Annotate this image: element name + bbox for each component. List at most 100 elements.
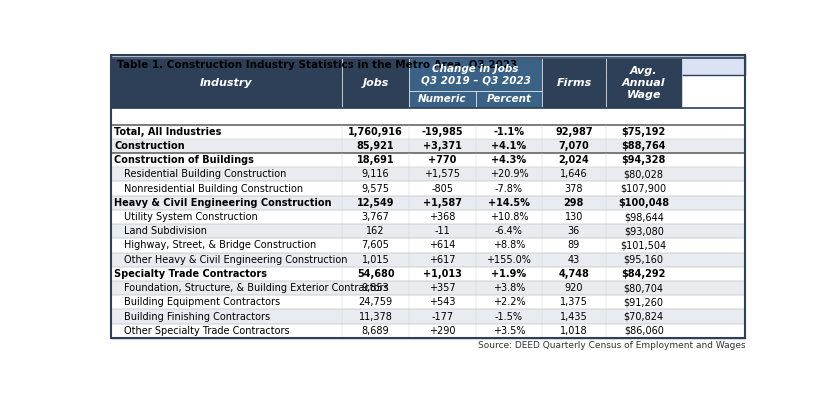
Text: $94,328: $94,328 [621, 155, 666, 165]
Text: 11,378: 11,378 [359, 312, 392, 322]
Text: +20.9%: +20.9% [489, 169, 529, 179]
Text: Avg.
Annual
Wage: Avg. Annual Wage [622, 66, 665, 100]
Text: 130: 130 [564, 212, 583, 222]
Text: Industry: Industry [200, 78, 253, 88]
Text: -6.4%: -6.4% [495, 226, 523, 236]
Text: 1,015: 1,015 [362, 255, 389, 265]
Bar [110, 54, 746, 75]
Text: 54,680: 54,680 [357, 269, 394, 279]
Text: 18,691: 18,691 [357, 155, 394, 165]
Text: Heavy & Civil Engineering Construction: Heavy & Civil Engineering Construction [114, 198, 332, 208]
Text: 1,760,916: 1,760,916 [348, 127, 403, 137]
Text: Other Heavy & Civil Engineering Construction: Other Heavy & Civil Engineering Construc… [124, 255, 347, 265]
Text: 7,605: 7,605 [362, 241, 389, 250]
Text: 89: 89 [568, 241, 580, 250]
Text: -19,985: -19,985 [422, 127, 463, 137]
Text: Construction of Buildings: Construction of Buildings [114, 155, 255, 165]
Bar [110, 167, 746, 181]
Bar [110, 238, 746, 253]
Bar [110, 253, 746, 267]
Text: -1.1%: -1.1% [493, 127, 524, 137]
Bar [110, 181, 746, 196]
Text: 9,116: 9,116 [362, 169, 389, 179]
Text: $98,644: $98,644 [624, 212, 664, 222]
Text: $75,192: $75,192 [621, 127, 665, 137]
Text: 1,375: 1,375 [560, 297, 588, 307]
Text: Building Finishing Contractors: Building Finishing Contractors [124, 312, 270, 322]
Text: 378: 378 [564, 184, 583, 193]
Text: -177: -177 [431, 312, 453, 322]
Text: +1.9%: +1.9% [491, 269, 526, 279]
Text: +3.5%: +3.5% [493, 326, 525, 336]
Text: 1,435: 1,435 [560, 312, 588, 322]
Text: $101,504: $101,504 [620, 241, 667, 250]
Text: Land Subdivision: Land Subdivision [124, 226, 207, 236]
Text: Total, All Industries: Total, All Industries [114, 127, 222, 137]
Bar [110, 153, 746, 167]
Text: -11: -11 [434, 226, 450, 236]
Bar [110, 267, 746, 281]
Text: Construction: Construction [114, 141, 185, 151]
Text: 85,921: 85,921 [357, 141, 394, 151]
Text: Percent: Percent [486, 94, 531, 104]
Text: Change in Jobs
Q3 2019 – Q3 2023: Change in Jobs Q3 2019 – Q3 2023 [421, 64, 530, 85]
Text: Foundation, Structure, & Building Exterior Contractors: Foundation, Structure, & Building Exteri… [124, 283, 388, 293]
Text: -805: -805 [431, 184, 453, 193]
Text: 12,549: 12,549 [357, 198, 394, 208]
Text: -7.8%: -7.8% [495, 184, 523, 193]
Bar [110, 310, 746, 324]
Text: $93,080: $93,080 [624, 226, 664, 236]
Text: +617: +617 [429, 255, 455, 265]
Text: +3.8%: +3.8% [493, 283, 525, 293]
Text: +290: +290 [429, 326, 455, 336]
Text: Nonresidential Building Construction: Nonresidential Building Construction [124, 184, 303, 193]
Text: 4,748: 4,748 [559, 269, 590, 279]
Bar [110, 58, 746, 108]
Bar [110, 196, 746, 210]
Bar [110, 125, 746, 139]
Text: +357: +357 [429, 283, 456, 293]
Text: +368: +368 [429, 212, 455, 222]
Text: Numeric: Numeric [418, 94, 467, 104]
Text: 8,689: 8,689 [362, 326, 389, 336]
Text: Building Equipment Contractors: Building Equipment Contractors [124, 297, 280, 307]
Text: $95,160: $95,160 [624, 255, 664, 265]
Text: $80,028: $80,028 [624, 169, 664, 179]
Text: +2.2%: +2.2% [493, 297, 525, 307]
Text: 1,646: 1,646 [560, 169, 588, 179]
Text: $70,824: $70,824 [624, 312, 664, 322]
Text: $84,292: $84,292 [621, 269, 666, 279]
Text: Highway, Street, & Bridge Construction: Highway, Street, & Bridge Construction [124, 241, 316, 250]
Bar [110, 139, 746, 153]
Text: $86,060: $86,060 [624, 326, 664, 336]
Text: Table 1. Construction Industry Statistics in the Metro Area, Q3 2023: Table 1. Construction Industry Statistic… [117, 60, 517, 70]
Text: 36: 36 [568, 226, 580, 236]
Text: 24,759: 24,759 [358, 297, 392, 307]
Text: +1,013: +1,013 [423, 269, 462, 279]
Text: 7,070: 7,070 [559, 141, 590, 151]
Bar [409, 58, 542, 91]
Bar [110, 224, 746, 238]
Text: +4.1%: +4.1% [491, 141, 526, 151]
Text: 43: 43 [568, 255, 580, 265]
Text: Source: DEED Quarterly Census of Employment and Wages: Source: DEED Quarterly Census of Employm… [478, 341, 746, 350]
Text: $107,900: $107,900 [620, 184, 667, 193]
Bar [110, 58, 342, 108]
Text: +543: +543 [429, 297, 455, 307]
Bar [605, 58, 682, 108]
Text: +1,587: +1,587 [423, 198, 462, 208]
Text: +1,575: +1,575 [424, 169, 460, 179]
Bar [476, 91, 542, 108]
Text: 92,987: 92,987 [555, 127, 593, 137]
Text: $100,048: $100,048 [618, 198, 670, 208]
Bar [110, 281, 746, 295]
Text: Specialty Trade Contractors: Specialty Trade Contractors [114, 269, 267, 279]
Text: 3,767: 3,767 [362, 212, 389, 222]
Text: 920: 920 [564, 283, 583, 293]
Text: +4.3%: +4.3% [491, 155, 526, 165]
Text: +3,371: +3,371 [423, 141, 462, 151]
Text: $80,704: $80,704 [624, 283, 664, 293]
Text: Utility System Construction: Utility System Construction [124, 212, 257, 222]
Bar [110, 210, 746, 224]
Text: $91,260: $91,260 [624, 297, 664, 307]
